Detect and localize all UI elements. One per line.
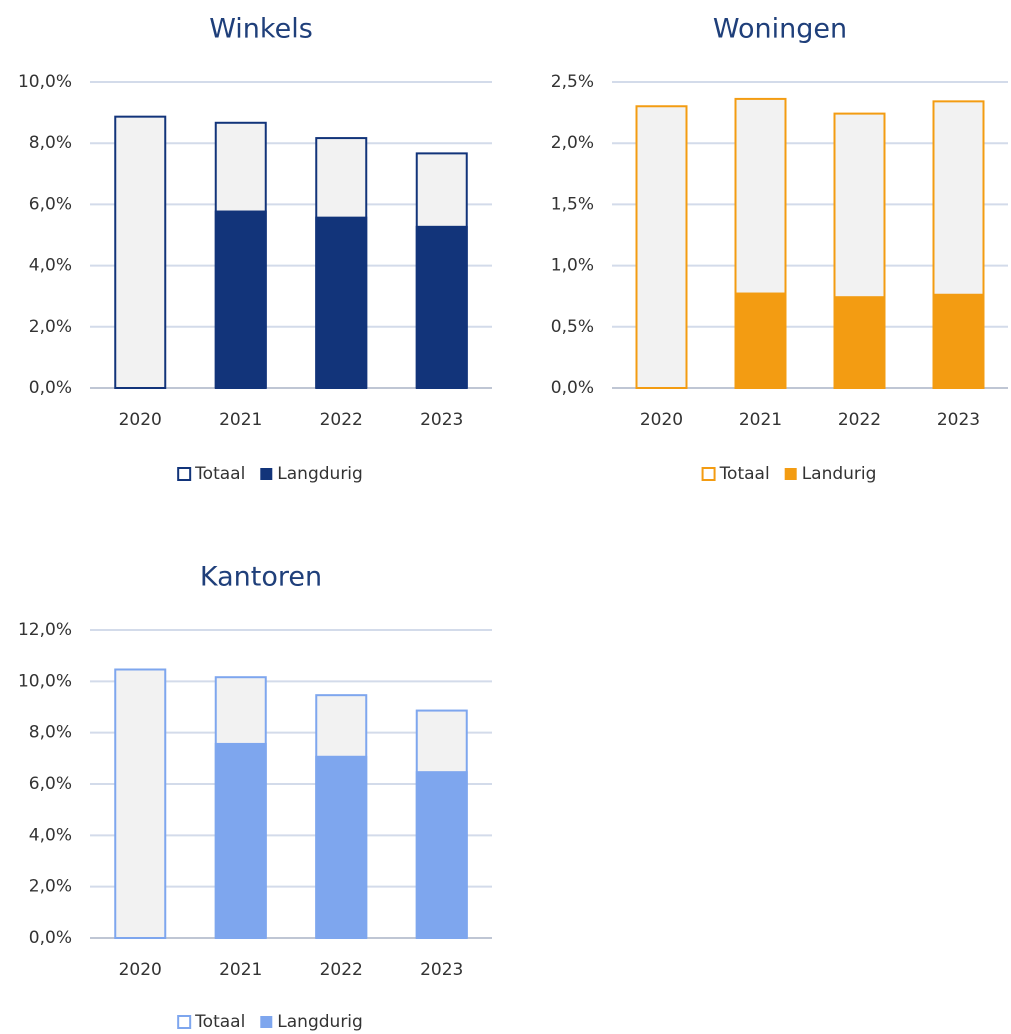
y-tick-label: 4,0% bbox=[29, 256, 72, 276]
x-tick-label: 2020 bbox=[640, 410, 683, 430]
y-tick-label: 8,0% bbox=[29, 723, 72, 743]
legend-swatch bbox=[260, 468, 273, 480]
x-tick-label: 2021 bbox=[739, 410, 782, 430]
x-tick-label: 2020 bbox=[119, 960, 162, 980]
legend-label: Landurig bbox=[802, 464, 877, 484]
y-tick-label: 6,0% bbox=[29, 194, 72, 214]
y-tick-label: 10,0% bbox=[18, 72, 72, 92]
x-tick-label: 2020 bbox=[119, 410, 162, 430]
bar-total bbox=[114, 668, 167, 939]
bar bbox=[932, 293, 985, 388]
bar bbox=[415, 771, 468, 938]
x-tick-label: 2022 bbox=[320, 410, 363, 430]
bar bbox=[415, 225, 468, 388]
y-tick-label: 1,5% bbox=[551, 194, 594, 214]
legend-swatch bbox=[701, 467, 716, 481]
legend-swatch bbox=[177, 1015, 192, 1029]
y-tick-label: 12,0% bbox=[18, 620, 72, 640]
bar bbox=[214, 210, 267, 388]
x-tick-label: 2023 bbox=[937, 410, 980, 430]
chart-title: Woningen bbox=[713, 14, 847, 45]
legend-label: Langdurig bbox=[277, 1012, 363, 1032]
x-tick-label: 2023 bbox=[420, 410, 463, 430]
y-tick-label: 2,0% bbox=[29, 877, 72, 897]
bar bbox=[315, 755, 368, 938]
y-tick-label: 1,0% bbox=[551, 256, 594, 276]
legend-label: Totaal bbox=[194, 1012, 245, 1032]
y-tick-label: 8,0% bbox=[29, 133, 72, 153]
bar-total bbox=[114, 115, 167, 389]
legend-swatch bbox=[177, 467, 192, 481]
legend-label: Langdurig bbox=[277, 464, 363, 484]
y-tick-label: 0,0% bbox=[551, 378, 594, 398]
y-tick-label: 0,0% bbox=[29, 378, 72, 398]
chart-title: Kantoren bbox=[200, 562, 322, 593]
legend-swatch bbox=[784, 468, 797, 480]
x-tick-label: 2023 bbox=[420, 960, 463, 980]
y-tick-label: 10,0% bbox=[18, 671, 72, 691]
y-tick-label: 2,0% bbox=[551, 133, 594, 153]
y-tick-label: 2,0% bbox=[29, 317, 72, 337]
x-tick-label: 2022 bbox=[320, 960, 363, 980]
bar bbox=[315, 216, 368, 388]
x-tick-label: 2021 bbox=[219, 410, 262, 430]
y-tick-label: 4,0% bbox=[29, 825, 72, 845]
chart-title: Winkels bbox=[209, 14, 313, 45]
x-tick-label: 2021 bbox=[219, 960, 262, 980]
y-tick-label: 0,0% bbox=[29, 928, 72, 948]
bar-total bbox=[635, 105, 688, 389]
y-tick-label: 2,5% bbox=[551, 72, 594, 92]
bar bbox=[214, 742, 267, 938]
bar bbox=[734, 292, 787, 388]
legend-label: Totaal bbox=[719, 464, 770, 484]
x-tick-label: 2022 bbox=[838, 410, 881, 430]
legend-swatch bbox=[260, 1016, 273, 1028]
y-tick-label: 0,5% bbox=[551, 317, 594, 337]
y-tick-label: 6,0% bbox=[29, 774, 72, 794]
bar bbox=[833, 296, 886, 388]
legend-label: Totaal bbox=[194, 464, 245, 484]
